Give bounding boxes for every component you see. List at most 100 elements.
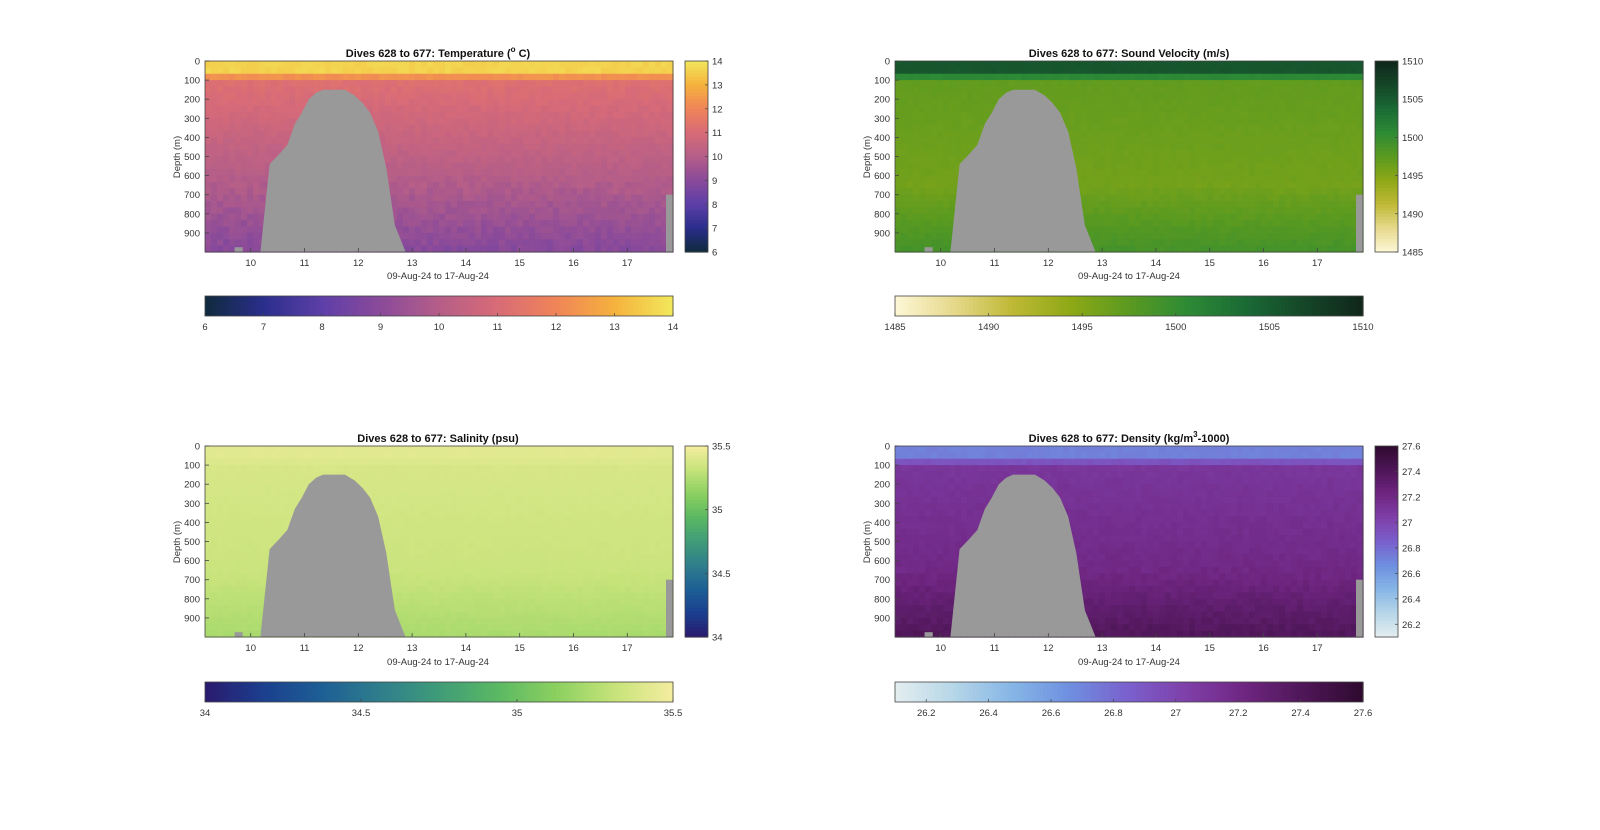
heatmap-cell [925, 188, 932, 196]
heatmap-cell [553, 124, 560, 132]
heatmap-cell [1201, 67, 1208, 75]
heatmap-cell [253, 226, 260, 234]
heatmap-cell [1225, 162, 1232, 170]
heatmap-cell [451, 73, 458, 81]
heatmap-cell [1285, 181, 1292, 189]
heatmap-cell [589, 131, 596, 138]
heatmap-cell [925, 137, 932, 145]
heatmap-cell [1273, 169, 1280, 177]
heatmap-cell [619, 80, 626, 88]
heatmap-cell [505, 73, 512, 81]
heatmap-cell [535, 150, 542, 158]
heatmap-cell [481, 67, 488, 75]
heatmap-cell [457, 245, 464, 253]
heatmap-cell [391, 201, 398, 209]
heatmap-cell [391, 73, 398, 81]
heatmap-cell [1201, 86, 1208, 94]
heatmap-cell [487, 61, 494, 68]
heatmap-cell [271, 99, 278, 107]
heatmap-cell [1081, 169, 1088, 177]
heatmap-cell [613, 220, 620, 228]
heatmap-cell [529, 80, 536, 88]
heatmap-cell [1123, 188, 1130, 196]
heatmap-cell [517, 80, 524, 88]
heatmap-cell [619, 137, 626, 145]
heatmap-cell [235, 169, 242, 177]
heatmap-cell [481, 92, 488, 100]
heatmap-cell [1123, 239, 1130, 247]
heatmap-cell [913, 92, 920, 100]
heatmap-cell [661, 201, 668, 209]
heatmap-cell [937, 213, 944, 221]
heatmap-cell [1249, 92, 1256, 100]
heatmap-cell [937, 92, 944, 100]
heatmap-cell [433, 61, 440, 68]
heatmap-cell [487, 124, 494, 132]
heatmap-cell [403, 124, 410, 132]
colorbar-swatch [665, 296, 670, 316]
heatmap-cell [1267, 111, 1274, 119]
heatmap-cell [1303, 61, 1310, 68]
heatmap-cell [259, 156, 266, 164]
heatmap-cell [979, 80, 986, 88]
heatmap-cell [643, 99, 650, 107]
heatmap-cell [445, 181, 452, 189]
heatmap-cell [217, 175, 224, 183]
heatmap-cell [1171, 99, 1178, 107]
heatmap-cell [517, 194, 524, 202]
heatmap-cell [901, 156, 908, 164]
heatmap-cell [1135, 111, 1142, 119]
heatmap-cell [265, 169, 272, 177]
heatmap-cell [469, 201, 476, 209]
heatmap-cell [361, 80, 368, 88]
heatmap-cell [1303, 118, 1310, 126]
heatmap-cell [415, 124, 422, 132]
heatmap-cell [247, 80, 254, 88]
heatmap-cell [1159, 213, 1166, 221]
heatmap-cell [1339, 73, 1346, 81]
heatmap-cell [1093, 61, 1100, 68]
heatmap-cell [919, 175, 926, 183]
heatmap-cell [901, 213, 908, 221]
heatmap-cell [1255, 143, 1262, 151]
heatmap-cell [451, 207, 458, 215]
heatmap-cell [997, 61, 1004, 68]
heatmap-cell [277, 111, 284, 119]
heatmap-cell [541, 220, 548, 228]
heatmap-cell [1207, 207, 1214, 215]
heatmap-cell [1213, 213, 1220, 221]
colorbar-swatch [685, 83, 708, 88]
heatmap-cell [1087, 156, 1094, 164]
heatmap-cell [979, 61, 986, 68]
heatmap-cell [445, 175, 452, 183]
heatmap-cell [229, 201, 236, 209]
heatmap-cell [1201, 131, 1208, 138]
heatmap-cell [1351, 105, 1358, 113]
heatmap-cell [1129, 80, 1136, 88]
heatmap-cell [1297, 245, 1304, 253]
heatmap-cell [955, 80, 962, 88]
heatmap-cell [1225, 239, 1232, 247]
heatmap-cell [409, 232, 416, 240]
heatmap-cell [931, 181, 938, 189]
heatmap-cell [475, 131, 482, 138]
heatmap-cell [907, 239, 914, 247]
heatmap-cell [1153, 143, 1160, 151]
heatmap-cell [481, 226, 488, 234]
heatmap-cell [247, 92, 254, 100]
heatmap-cell [1099, 80, 1106, 88]
heatmap-cell [511, 232, 518, 240]
heatmap-cell [1327, 99, 1334, 107]
heatmap-cell [403, 80, 410, 88]
heatmap-cell [1105, 61, 1112, 68]
heatmap-cell [1261, 188, 1268, 196]
heatmap-cell [223, 131, 230, 138]
heatmap-cell [415, 188, 422, 196]
heatmap-cell [1039, 73, 1046, 81]
heatmap-cell [631, 67, 638, 75]
heatmap-cell [223, 105, 230, 113]
heatmap-cell [1045, 92, 1052, 100]
heatmap-cell [565, 67, 572, 75]
heatmap-cell [1075, 169, 1082, 177]
heatmap-cell [565, 99, 572, 107]
